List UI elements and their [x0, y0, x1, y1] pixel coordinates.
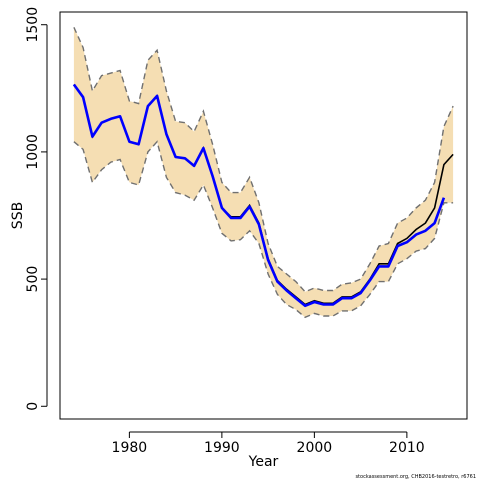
x-tick-label: 1980	[112, 440, 148, 456]
x-tick-label: 1990	[204, 440, 240, 456]
x-axis-label: Year	[248, 454, 279, 470]
upper-bound-line	[73, 27, 454, 293]
y-tick-label: 1000	[25, 134, 41, 170]
plot-frame	[59, 11, 468, 420]
y-tick-label: 0	[25, 402, 41, 411]
footer-credit: stockassessment.org, CHB2016-testretro, …	[355, 474, 476, 480]
y-tick-label: 1500	[25, 7, 41, 43]
y-tick-label: 500	[25, 266, 41, 293]
retro-line	[72, 83, 446, 308]
x-tick-label: 2010	[389, 440, 425, 456]
axes: 1980 1990 2000 2010 0 500 1000 1500	[25, 7, 425, 456]
confidence-band	[73, 27, 454, 318]
y-axis-label: SSB	[10, 202, 26, 229]
lower-bound-line	[73, 140, 454, 319]
plot-area	[72, 27, 454, 319]
x-tick-label: 2000	[297, 440, 333, 456]
